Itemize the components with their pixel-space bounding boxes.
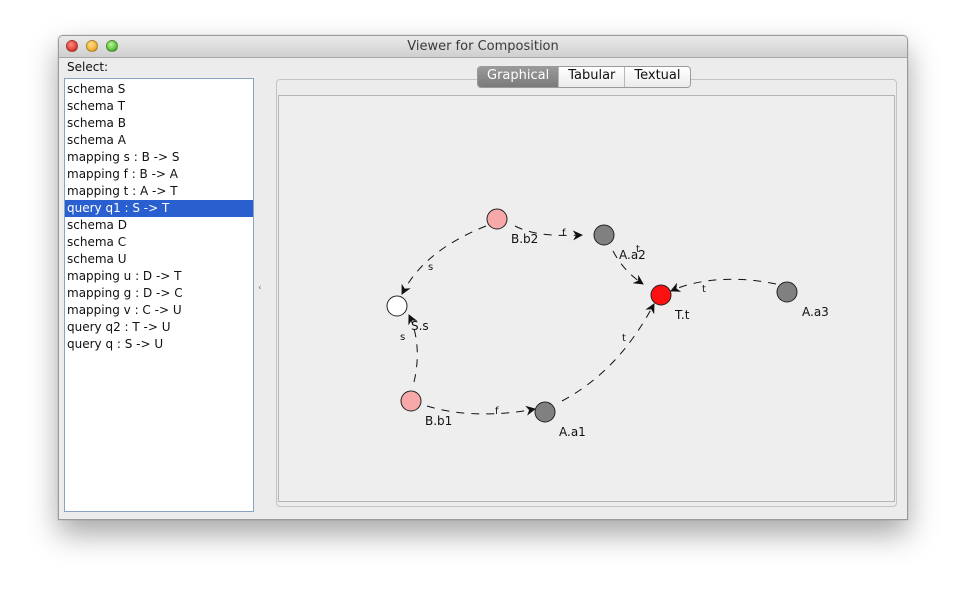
edge-label-bb2-ss: s: [428, 262, 433, 273]
graph-canvas[interactable]: s f t t s f t B.b2 A.a2 S.s T.t A.a3: [278, 95, 895, 502]
edge-label-bb1-ss: s: [400, 332, 405, 343]
list-item[interactable]: query q2 : T -> U: [67, 320, 171, 334]
list-item[interactable]: mapping v : C -> U: [67, 303, 182, 317]
list-item[interactable]: mapping f : B -> A: [67, 167, 178, 181]
tab-graphical[interactable]: Graphical: [478, 67, 560, 87]
list-item[interactable]: schema A: [67, 133, 126, 147]
node-label-b-b2: B.b2: [511, 232, 538, 246]
list-item[interactable]: schema S: [67, 82, 126, 96]
node-b-b2[interactable]: [486, 208, 508, 230]
node-label-a-a1: A.a1: [559, 425, 586, 439]
minimize-button[interactable]: [86, 40, 98, 52]
list-item[interactable]: mapping g : D -> C: [67, 286, 183, 300]
select-label: Select:: [67, 60, 109, 74]
edge-label-aa3-tt: t: [702, 284, 706, 295]
list-item[interactable]: schema C: [67, 235, 127, 249]
edge-aa1-to-tt: [561, 303, 655, 402]
zoom-button[interactable]: [106, 40, 118, 52]
edge-aa2-to-tt: [612, 250, 644, 285]
node-s-s[interactable]: [386, 295, 408, 317]
node-label-b-b1: B.b1: [425, 414, 452, 428]
node-b-b1[interactable]: [400, 390, 422, 412]
title-bar[interactable]: Viewer for Composition: [59, 36, 907, 58]
edge-label-bb1-aa1: f: [495, 406, 499, 417]
edge-bb2-to-ss: [401, 225, 487, 295]
list-item[interactable]: query q : S -> U: [67, 337, 164, 351]
edge-bb1-to-ss: [408, 314, 418, 383]
split-pane-divider[interactable]: ‹: [258, 283, 262, 293]
edge-aa3-to-tt: [670, 278, 777, 292]
node-t-t[interactable]: [650, 284, 672, 306]
edge-label-bb2-aa2: f: [562, 228, 566, 239]
list-item[interactable]: mapping t : A -> T: [67, 184, 178, 198]
node-a-a2[interactable]: [593, 224, 615, 246]
close-button[interactable]: [66, 40, 78, 52]
list-item[interactable]: query q1 : S -> T: [65, 200, 253, 217]
list-item[interactable]: mapping s : B -> S: [67, 150, 180, 164]
edge-label-aa1-tt: t: [622, 333, 626, 344]
list-item[interactable]: schema T: [67, 99, 126, 113]
node-a-a1[interactable]: [534, 401, 556, 423]
node-a-a3[interactable]: [776, 281, 798, 303]
edge-bb2-to-aa2: [514, 225, 583, 241]
composition-graph: s f t t s f t B.b2 A.a2 S.s T.t A.a3: [386, 208, 829, 439]
node-label-s-s: S.s: [411, 319, 429, 333]
node-label-a-a3: A.a3: [802, 305, 829, 319]
tab-tabular[interactable]: Tabular: [559, 67, 626, 87]
node-label-a-a2: A.a2: [619, 248, 646, 262]
list-item[interactable]: schema U: [67, 252, 127, 266]
tab-textual[interactable]: Textual: [625, 67, 690, 87]
edge-label-aa2-tt: t: [636, 244, 640, 255]
edge-bb1-to-aa1: [426, 405, 536, 416]
schema-mapping-list[interactable]: schema S schema T schema B schema A mapping …: [64, 78, 254, 512]
view-tabs: Graphical Tabular Textual: [477, 66, 691, 88]
node-label-t-t: T.t: [674, 308, 690, 322]
list-item[interactable]: schema B: [67, 116, 126, 130]
list-item[interactable]: schema D: [67, 218, 127, 232]
window-title: Viewer for Composition: [407, 39, 559, 54]
list-item[interactable]: mapping u : D -> T: [67, 269, 182, 283]
